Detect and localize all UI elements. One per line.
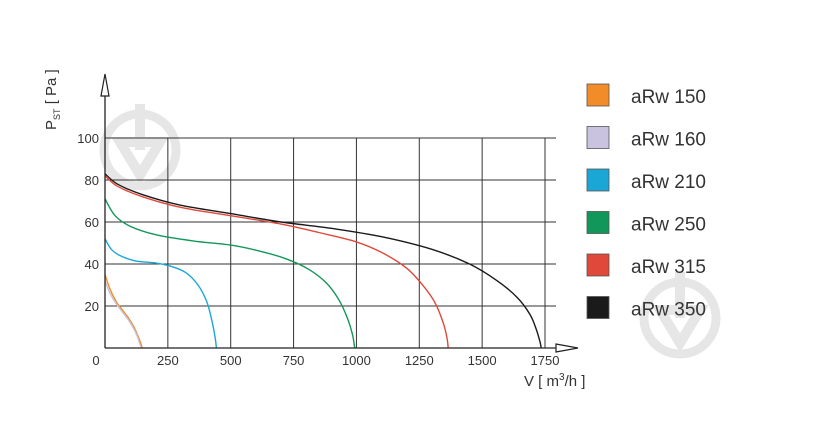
- y-tick-labels: 20 40 60 80 100: [77, 131, 99, 314]
- watermark-logo: [99, 104, 721, 359]
- x-tick-labels: 0 250 500 750 1000 1250 1500 1750: [92, 353, 559, 368]
- y-axis-title-sub: ST: [52, 108, 62, 120]
- legend-label: aRw 250: [631, 215, 706, 236]
- series-line-arw-210: [104, 238, 218, 349]
- x-axis-title-main: V [ m: [524, 373, 559, 390]
- series-line-arw-150: [104, 274, 143, 349]
- x-axis-title: V [ m3/h ]: [524, 372, 585, 390]
- x-tick-label: 250: [157, 353, 179, 368]
- x-tick-label: 500: [220, 353, 242, 368]
- legend-swatch: [586, 126, 610, 149]
- axes: [100, 73, 579, 353]
- legend-label: aRw 315: [631, 257, 706, 278]
- x-axis-arrow: [555, 343, 579, 353]
- y-tick-label: 40: [85, 257, 99, 272]
- curves: [104, 173, 542, 349]
- y-tick-label: 100: [77, 131, 99, 146]
- y-axis-title-main: P: [43, 120, 60, 130]
- x-tick-label: 1750: [531, 353, 560, 368]
- y-axis-title: PST [ Pa ]: [43, 69, 62, 130]
- y-tick-label: 20: [85, 299, 99, 314]
- series-line-arw-350: [104, 173, 542, 349]
- series-line-arw-250: [104, 198, 356, 349]
- series-line-arw-315: [104, 175, 449, 349]
- legend-swatch: [586, 253, 610, 277]
- series-line-arw-160: [104, 280, 143, 349]
- x-tick-label: 0: [92, 353, 99, 368]
- x-tick-label: 1250: [405, 353, 434, 368]
- y-tick-label: 80: [85, 173, 99, 188]
- x-tick-label: 1500: [468, 353, 497, 368]
- legend-label: aRw 150: [631, 87, 706, 108]
- x-tick-label: 750: [283, 353, 305, 368]
- x-axis-title-unit: /h ]: [565, 373, 586, 390]
- legend-swatch: [586, 168, 610, 192]
- legend-label: aRw 210: [631, 172, 706, 193]
- legend-label: aRw 350: [631, 300, 706, 321]
- legend-swatch: [586, 211, 610, 234]
- y-axis-arrow: [100, 73, 110, 97]
- y-tick-label: 60: [85, 215, 99, 230]
- x-axis-title-sup: 3: [559, 372, 565, 383]
- legend: aRw 150 aRw 160 aRw 210 aRw 250 aRw 315 aRw 3…: [586, 83, 706, 321]
- legend-swatch: [586, 296, 610, 319]
- x-tick-label: 1000: [342, 353, 371, 368]
- legend-swatch: [586, 83, 610, 107]
- legend-label: aRw 160: [631, 130, 706, 151]
- y-axis-title-unit: [ Pa ]: [43, 69, 60, 108]
- grid: [105, 137, 556, 348]
